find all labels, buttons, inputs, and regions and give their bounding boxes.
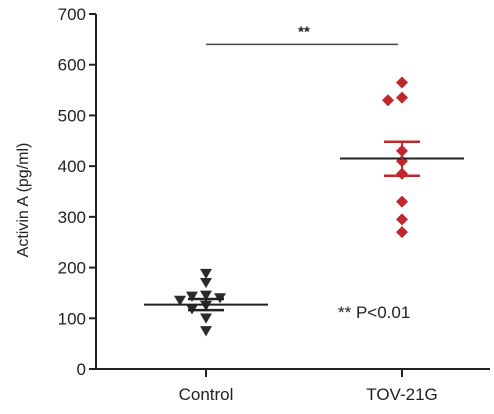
y-axis-label: Activin A (pg/ml)	[15, 143, 32, 258]
tov21g-point	[396, 226, 408, 239]
control-point	[200, 326, 212, 337]
mean-sem-bars	[144, 140, 464, 312]
tov21g-point	[396, 91, 408, 104]
x-tick-label: Control	[179, 385, 234, 404]
p-value-annotation: ** P<0.01	[338, 303, 410, 322]
control-point	[174, 295, 186, 306]
x-tick-label: TOV-21G	[366, 385, 438, 404]
control-point	[200, 313, 212, 324]
data-points	[174, 76, 408, 337]
control-point	[200, 277, 212, 289]
y-tick-label: 200	[58, 259, 86, 278]
control-point	[200, 268, 212, 280]
y-tick-label: 500	[58, 106, 86, 125]
control-point	[200, 290, 212, 301]
control-point	[186, 291, 198, 302]
y-tick-label: 600	[58, 56, 86, 75]
y-tick-label: 400	[58, 157, 86, 176]
tov21g-point	[396, 76, 408, 89]
significance-bracket: **	[206, 23, 398, 46]
x-ticks: Control TOV-21G	[179, 369, 438, 404]
y-tick-label: 0	[77, 360, 86, 379]
axes	[95, 14, 490, 370]
significance-label: **	[298, 23, 310, 40]
y-tick-label: 700	[58, 5, 86, 24]
tov21g-point	[396, 195, 408, 208]
y-tick-label: 300	[58, 208, 86, 227]
y-tick-label: 100	[58, 309, 86, 328]
y-ticks: 0 100 200 300 400 500 600 700	[58, 5, 96, 379]
tov21g-point	[382, 94, 394, 107]
tov21g-point	[396, 213, 408, 226]
